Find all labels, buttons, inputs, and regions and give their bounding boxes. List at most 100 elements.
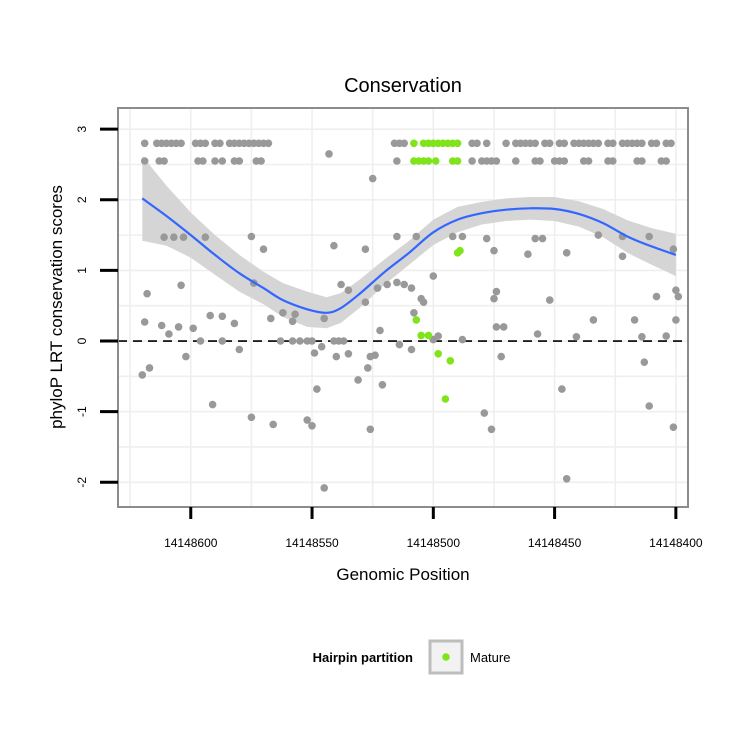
data-point <box>325 150 333 158</box>
data-point <box>247 232 256 241</box>
data-point <box>267 314 275 323</box>
legend: Hairpin partition Mature <box>313 639 510 675</box>
data-point <box>492 323 501 331</box>
mature-point <box>453 249 462 257</box>
data-point <box>480 409 489 417</box>
y-axis-label: phyloP LRT conservation scores <box>47 185 66 429</box>
data-point <box>429 272 438 280</box>
data-point <box>354 376 362 384</box>
data-point <box>560 157 569 165</box>
data-point <box>368 174 377 183</box>
data-point <box>320 484 329 492</box>
legend-label-mature: Mature <box>470 650 510 665</box>
chart-title: Conservation <box>344 75 462 97</box>
data-point <box>165 330 173 338</box>
x-tick-label: 14148550 <box>285 536 339 550</box>
data-point <box>140 318 149 326</box>
data-point <box>310 349 319 357</box>
data-point <box>545 296 554 304</box>
confidence-ribbon <box>142 156 676 329</box>
data-point <box>482 139 491 148</box>
data-point <box>558 385 566 393</box>
data-point <box>208 400 217 409</box>
data-point <box>157 321 166 330</box>
data-point <box>458 232 467 241</box>
data-point <box>531 139 539 148</box>
data-point <box>490 294 498 303</box>
data-point <box>531 234 539 243</box>
data-point <box>393 278 401 287</box>
x-axis-label: Genomic Position <box>336 565 469 584</box>
data-point <box>502 139 510 148</box>
data-point <box>332 352 341 361</box>
data-point <box>407 284 416 292</box>
data-points <box>138 139 683 492</box>
data-point <box>545 139 554 148</box>
data-point <box>417 294 426 303</box>
data-point <box>640 358 649 367</box>
data-point <box>378 381 387 389</box>
data-point <box>373 284 382 292</box>
data-point <box>361 298 370 307</box>
data-point <box>572 333 581 341</box>
data-point <box>317 342 326 351</box>
data-point <box>364 364 372 372</box>
data-point <box>497 352 506 361</box>
data-point <box>199 157 207 165</box>
y-tick-label: -1 <box>75 406 89 417</box>
data-point <box>538 234 547 243</box>
y-tick-label: 3 <box>75 126 89 133</box>
data-point <box>276 337 285 345</box>
data-point <box>182 352 190 361</box>
data-point <box>669 423 678 432</box>
data-point <box>145 364 154 372</box>
data-point <box>218 312 227 321</box>
data-point <box>674 292 683 301</box>
data-point <box>206 311 214 320</box>
data-point <box>407 345 416 354</box>
data-point <box>279 309 287 317</box>
data-point <box>288 337 297 345</box>
gridlines <box>118 108 688 507</box>
data-point <box>482 234 491 243</box>
smooth-line <box>141 197 677 314</box>
data-point <box>589 316 598 324</box>
data-point <box>177 281 185 290</box>
data-point <box>308 422 316 430</box>
data-point <box>264 139 273 148</box>
data-point <box>638 333 646 341</box>
data-point <box>645 402 653 410</box>
data-point <box>594 139 603 148</box>
confidence-ribbon-layer <box>142 156 676 329</box>
data-point <box>492 157 501 165</box>
data-point <box>269 420 278 429</box>
data-point <box>344 350 353 358</box>
data-point <box>366 425 375 434</box>
data-point <box>211 157 219 165</box>
data-point <box>218 337 227 345</box>
data-point <box>393 157 401 165</box>
data-point <box>562 475 571 483</box>
data-point <box>179 233 188 241</box>
mature-point <box>453 139 462 148</box>
data-point <box>308 337 316 345</box>
data-point <box>235 345 244 354</box>
data-point <box>296 337 304 345</box>
data-point <box>490 246 498 255</box>
data-point <box>533 330 542 338</box>
x-tick-label: 14148400 <box>649 536 703 550</box>
data-point <box>140 139 149 148</box>
data-point <box>512 157 520 165</box>
data-point <box>395 340 404 349</box>
data-point <box>669 245 678 253</box>
mature-point <box>434 350 443 358</box>
data-point <box>492 287 501 296</box>
data-point <box>536 157 544 165</box>
x-tick-label: 14148500 <box>407 536 461 550</box>
data-point <box>638 139 646 148</box>
data-point <box>303 416 312 424</box>
data-point <box>174 323 183 331</box>
data-point <box>672 286 680 295</box>
data-point <box>652 139 661 148</box>
